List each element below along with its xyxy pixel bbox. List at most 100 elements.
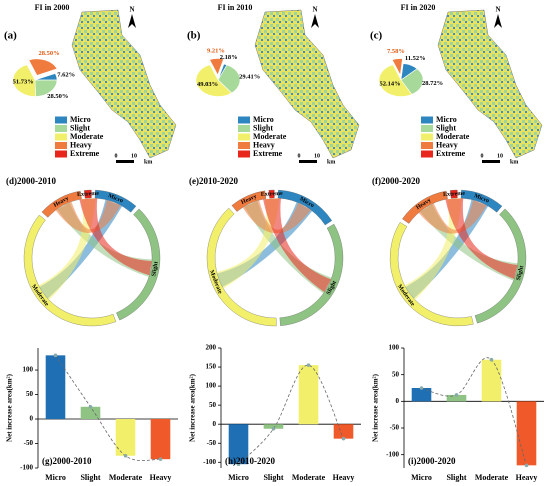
legend-label: Moderate: [253, 132, 287, 141]
legend-swatch: [238, 133, 250, 141]
pie-label: 28.72%: [422, 80, 443, 87]
chord-label: Micro: [107, 193, 124, 204]
pie-slice: [34, 79, 58, 97]
legend-swatch: [238, 142, 250, 149]
x-tick-label: Micro: [45, 473, 66, 482]
y-axis-label: Net increase area(km²): [372, 373, 380, 442]
chord-label: Slight: [516, 265, 525, 281]
pie-slice: [400, 68, 424, 95]
scale-label: 0: [298, 153, 301, 159]
bar: [263, 424, 284, 429]
chart-title: (h)2010-2020: [225, 456, 275, 466]
legend-swatch: [55, 116, 67, 124]
panel-label: (c): [370, 30, 383, 42]
legend-label: Heavy: [253, 140, 275, 149]
legend-label: Extreme: [436, 149, 466, 158]
map-title: FI in 2010: [218, 3, 253, 12]
chart-title: (i)2000-2020: [408, 456, 456, 466]
y-tick-label: 50: [26, 390, 34, 398]
chord-title: (f)2000-2020: [372, 176, 420, 186]
scale-label: 0: [481, 153, 484, 159]
legend-label: Extreme: [253, 149, 283, 158]
y-tick-label: 100: [206, 382, 217, 390]
legend-swatch: [55, 125, 67, 132]
chord-title: (e)2010-2020: [189, 176, 238, 186]
legend-swatch: [55, 150, 67, 158]
pie-label: 2.18%: [220, 54, 238, 61]
legend-label: Micro: [70, 115, 91, 124]
north: N: [495, 6, 500, 14]
scale-bar: [299, 160, 317, 163]
x-tick-label: Slight: [80, 473, 100, 482]
legend-swatch: [421, 142, 433, 149]
y-tick-label: 200: [206, 344, 217, 352]
trend-point: [158, 457, 163, 461]
pie-label: 49.03%: [197, 81, 218, 88]
chord-ribbon: [242, 200, 311, 234]
chord-arc: [389, 222, 474, 327]
scale-unit: km: [144, 159, 152, 165]
trend-line: [238, 364, 344, 465]
pie-label: 7.58%: [387, 48, 405, 55]
trend-point: [53, 353, 58, 358]
x-tick-label: Slight: [263, 473, 283, 482]
pie-label: 52.14%: [380, 80, 401, 87]
y-tick-label: -50: [24, 439, 34, 447]
legend-label: Slight: [253, 123, 273, 132]
legend-swatch: [55, 133, 67, 141]
y-tick-label: -50: [207, 439, 217, 447]
chord-title: (d)2000-2010: [6, 176, 56, 186]
legend-swatch: [238, 116, 250, 124]
legend-label: Heavy: [70, 140, 92, 149]
bar: [150, 419, 171, 460]
panel-label: (b): [187, 30, 201, 42]
bar: [228, 424, 249, 465]
legend-label: Micro: [253, 115, 274, 124]
trend-point: [524, 463, 529, 468]
map: [71, 9, 177, 159]
y-axis-label: Net increase area(km²): [6, 373, 14, 442]
map-title: FI in 2020: [401, 3, 436, 12]
legend-label: Extreme: [70, 149, 100, 158]
pie-slice: [378, 64, 413, 97]
y-tick-label: -100: [20, 464, 33, 472]
panel-label: (a): [4, 30, 17, 42]
trend-point: [123, 453, 128, 458]
pie-label: 11.52%: [405, 55, 426, 62]
scale-bar: [116, 160, 134, 163]
legend-label: Slight: [436, 123, 456, 132]
bar: [446, 394, 467, 402]
scale-bar: [482, 160, 500, 163]
y-tick-label: 150: [206, 363, 217, 371]
chord-arc: [277, 189, 333, 226]
legend-label: Moderate: [436, 132, 470, 141]
y-tick-label: 0: [396, 397, 400, 405]
trend-point: [88, 404, 93, 409]
chart-title: (g)2000-2010: [42, 456, 92, 466]
pie-label: 28.50%: [47, 93, 68, 100]
chord-arc: [474, 208, 527, 324]
chord-arc: [460, 189, 503, 213]
legend-swatch: [55, 142, 67, 149]
chord-arc: [41, 190, 82, 218]
bar: [481, 359, 502, 402]
y-tick-label: 100: [389, 344, 400, 352]
bar: [333, 424, 354, 439]
scale-label: 10: [131, 153, 137, 159]
y-axis-label: Net increase area(km²): [189, 373, 197, 442]
chord-arc: [279, 223, 344, 326]
pie-slice: [195, 64, 233, 97]
trend-point: [419, 386, 424, 390]
map: [437, 9, 543, 159]
trend-line: [55, 355, 161, 461]
pie-slice: [209, 58, 224, 76]
trend-line: [421, 357, 527, 466]
trend-point: [306, 363, 311, 367]
scale-unit: km: [510, 159, 518, 165]
y-tick-label: -100: [203, 458, 216, 466]
x-tick-label: Micro: [411, 473, 432, 482]
north-arrow: [311, 14, 319, 28]
chord-label: Slight: [151, 261, 159, 277]
bar: [516, 401, 537, 466]
